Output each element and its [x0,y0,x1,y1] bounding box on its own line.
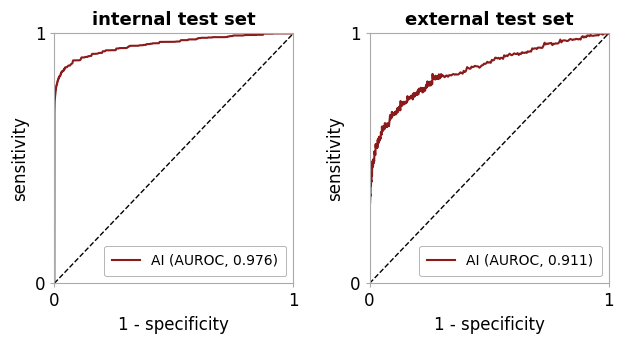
Legend: AI (AUROC, 0.976): AI (AUROC, 0.976) [104,246,286,276]
Y-axis label: sensitivity: sensitivity [326,116,344,201]
X-axis label: 1 - specificity: 1 - specificity [434,316,544,334]
Title: external test set: external test set [405,11,573,29]
Legend: AI (AUROC, 0.911): AI (AUROC, 0.911) [419,246,602,276]
Y-axis label: sensitivity: sensitivity [11,116,29,201]
Title: internal test set: internal test set [92,11,256,29]
X-axis label: 1 - specificity: 1 - specificity [118,316,229,334]
